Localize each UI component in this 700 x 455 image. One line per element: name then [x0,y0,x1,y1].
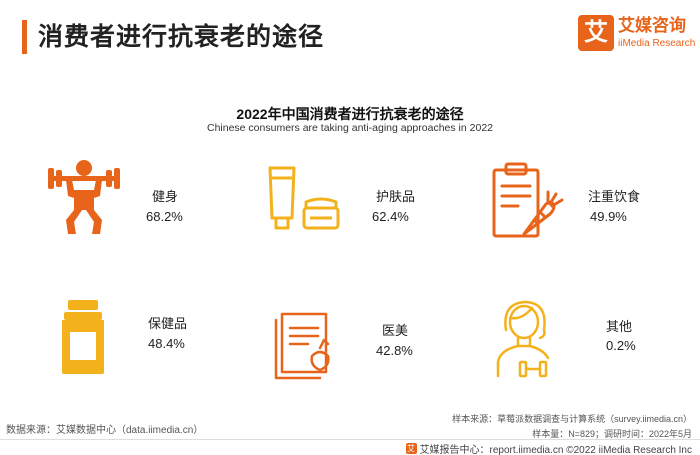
item-label-other: 其他 [606,319,633,334]
logo-en-text: iiMedia Research [618,38,696,49]
item-label-diet: 注重饮食 [588,189,641,204]
item-value-skincare: 62.4% [372,209,409,224]
chart-title: 2022年中国消费者进行抗衰老的途径 [236,106,464,122]
item-label-medical-aesthetics: 医美 [382,323,409,338]
item-value-supplements: 48.4% [148,336,185,351]
data-source: 数据来源：艾媒数据中心（data.iimedia.cn） [6,425,204,436]
item-value-fitness: 68.2% [146,209,183,224]
logo-cn-text: 艾媒咨询 [618,16,686,35]
supplement-bottle-icon [62,300,104,374]
mini-logo-mark: 艾 [405,443,417,454]
weightlifting-icon [48,160,120,234]
chart-subtitle: Chinese consumers are taking anti-aging … [206,122,493,134]
item-label-skincare: 护肤品 [376,189,416,204]
item-value-medical-aesthetics: 42.8% [376,343,413,358]
footer-divider [0,439,700,440]
page-title: 消费者进行抗衰老的途径 [38,23,325,51]
sample-info: 样本量：N=829；调研时间：2022年5月 [532,429,692,439]
item-label-supplements: 保健品 [148,316,188,331]
clipboard-carrot-icon [492,162,564,238]
brand-logo: 艾 艾媒咨询 iiMedia Research [578,15,695,57]
sample-source: 样本来源：草莓派数据调查与计算系统（survey.iimedia.cn） [452,414,692,424]
item-label-fitness: 健身 [152,189,179,204]
person-dumbbell-icon [496,300,550,378]
footer-brand: 艾 艾媒报告中心：report.iimedia.cn ©2022 iiMedia… [405,441,692,455]
skincare-icon [268,166,340,230]
footer-brand-text: 艾媒报告中心：report.iimedia.cn ©2022 iiMedia R… [419,445,692,455]
item-value-diet: 49.9% [590,209,627,224]
item-value-other: 0.2% [606,338,636,353]
logo-mark: 艾 [578,15,614,51]
medical-document-icon [274,312,330,380]
title-accent-bar [22,20,27,54]
